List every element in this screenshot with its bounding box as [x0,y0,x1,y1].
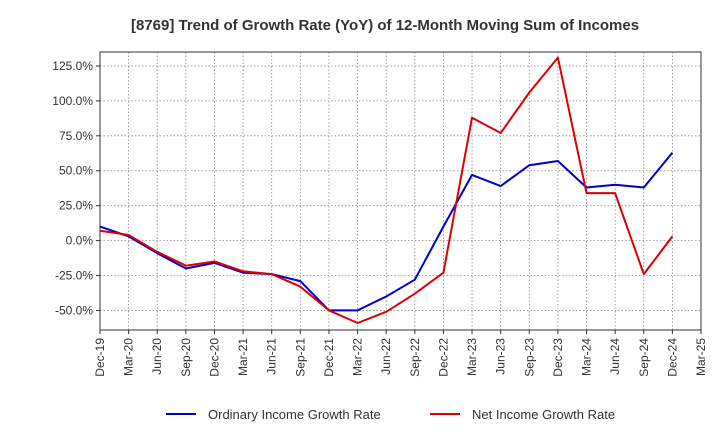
series-line-0 [99,151,674,312]
x-tick-label: Sep-24 [637,338,651,377]
x-tick-label: Sep-22 [408,338,422,377]
y-tick-label: 0.0% [66,234,94,248]
plot-frame [99,51,702,331]
series-line-1 [99,56,674,324]
x-tick-label: Sep-20 [179,338,193,377]
legend-label-1: Net Income Growth Rate [472,407,615,422]
x-tick-label: Dec-20 [207,338,221,377]
x-tick-label: Dec-19 [93,338,107,377]
y-tick-label: -25.0% [55,269,93,283]
x-tick-label: Jun-20 [150,338,164,375]
x-tick-label: Jun-23 [494,338,508,375]
axis-layer: Dec-19 Mar-20 Jun-20 Sep-20 Dec-20 Mar-21 Jun-… [52,51,708,377]
x-tick-label: Sep-23 [522,338,536,377]
x-tick-label: Dec-23 [551,338,565,377]
legend-label-0: Ordinary Income Growth Rate [208,407,381,422]
y-tick-label: 50.0% [59,164,93,178]
x-tick-label: Mar-25 [694,338,708,376]
x-tick-label: Mar-22 [351,338,365,376]
x-tick-label: Jun-22 [379,338,393,375]
x-tick-label: Jun-24 [608,338,622,375]
y-tick-label: 75.0% [59,129,93,143]
x-tick-label: Mar-20 [122,338,136,376]
y-tick-label: -50.0% [55,303,93,317]
grid-layer [99,52,702,330]
legend: Ordinary Income Growth Rate Net Income Gr… [166,407,615,422]
x-tick-label: Mar-21 [236,338,250,376]
x-tick-label: Dec-24 [665,338,679,377]
x-tick-label: Mar-23 [465,338,479,376]
x-tick-label: Dec-21 [322,338,336,377]
x-tick-label: Jun-21 [265,338,279,375]
chart-title: [8769] Trend of Growth Rate (YoY) of 12-… [131,17,639,34]
y-tick-label: 125.0% [52,59,93,73]
x-tick-label: Sep-21 [293,338,307,377]
y-tick-label: 25.0% [59,199,93,213]
series-layer [99,56,674,324]
x-tick-label: Mar-24 [580,338,594,376]
x-tick-label: Dec-22 [436,338,450,377]
y-tick-label: 100.0% [52,94,93,108]
